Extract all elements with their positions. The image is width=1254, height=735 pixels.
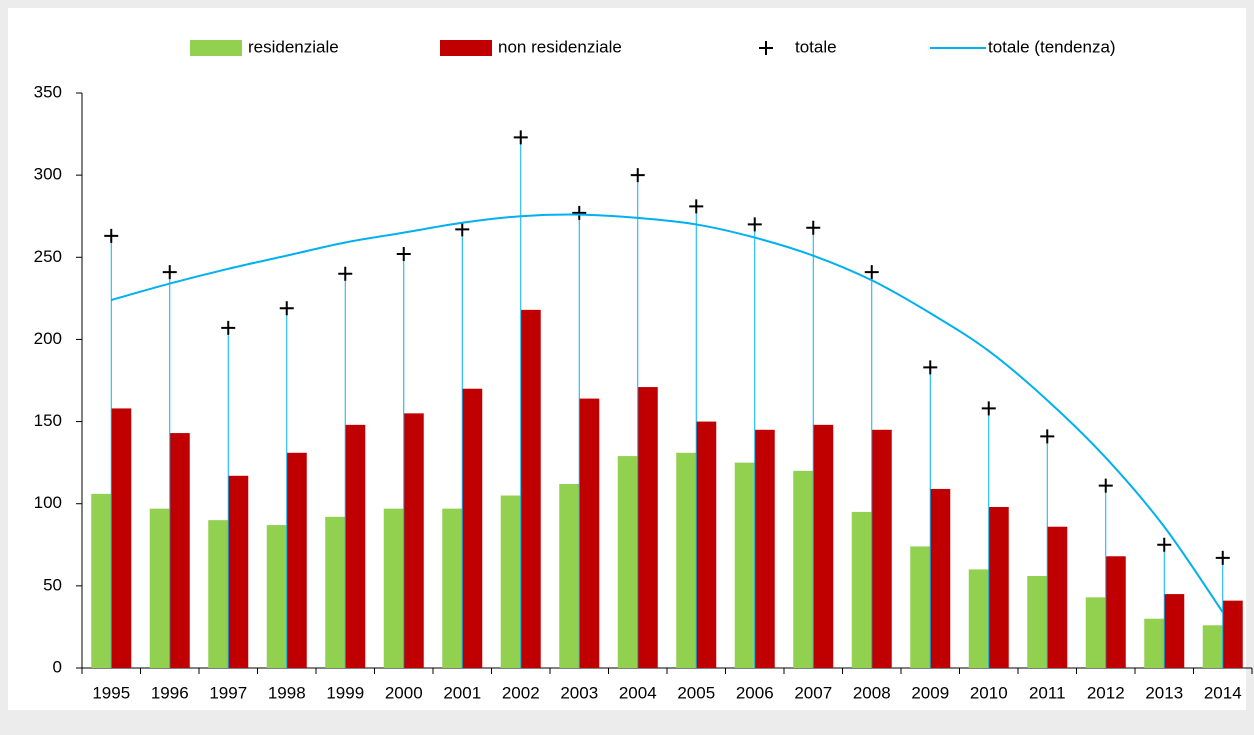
bar [734,462,755,668]
bar [871,429,892,668]
y-tick-label: 300 [34,165,62,184]
marker [455,222,470,237]
bar [1164,594,1185,668]
marker [572,205,587,220]
bar [696,421,717,668]
x-tick-label: 2012 [1087,683,1125,702]
bar [1105,556,1126,668]
bar [383,508,404,668]
bar [1144,618,1165,668]
y-tick-label: 150 [34,411,62,430]
marker [806,220,821,235]
x-tick-label: 2013 [1145,683,1183,702]
marker [689,199,704,214]
legend-swatch [759,41,773,55]
x-tick-label: 1999 [326,683,364,702]
marker [1098,478,1113,493]
x-tick-label: 2005 [677,683,715,702]
bar [910,546,931,668]
bar [559,484,580,668]
x-tick-label: 2000 [385,683,423,702]
marker [338,266,353,281]
y-tick-label: 250 [34,247,62,266]
bar [442,508,463,668]
bar [1027,576,1048,668]
x-tick-label: 1998 [268,683,306,702]
bar [91,493,112,668]
legend-swatch [190,40,242,56]
marker [923,360,938,375]
bar [676,452,697,668]
x-tick-label: 1996 [151,683,189,702]
x-tick-label: 2009 [911,683,949,702]
legend-label: non residenziale [498,37,622,56]
bar [345,424,366,668]
marker [630,168,645,183]
marker [981,401,996,416]
bar [793,470,814,668]
x-tick-label: 2001 [443,683,481,702]
x-tick-label: 2011 [1029,683,1066,702]
bar [637,387,658,668]
y-tick-label: 100 [34,493,62,512]
legend-label: residenziale [248,37,339,56]
bar [1047,526,1068,668]
bar [579,398,600,668]
x-tick-label: 2010 [970,683,1008,702]
bar [462,388,483,668]
bar [403,413,424,668]
x-tick-label: 1995 [92,683,130,702]
bar [930,488,951,668]
bar [228,475,249,668]
bar [266,525,287,668]
legend-label: totale (tendenza) [988,37,1116,56]
bar [111,408,132,668]
marker [1215,550,1230,565]
marker [1040,429,1055,444]
x-tick-label: 2007 [794,683,832,702]
marker [162,265,177,280]
legend-swatch [440,40,492,56]
marker [513,130,528,145]
x-tick-label: 1997 [209,683,247,702]
legend-label: totale [795,37,837,56]
bar [851,511,872,668]
bar [1222,600,1243,668]
bar [617,456,638,668]
marker [221,320,236,335]
bar [988,507,1009,668]
bar [208,520,229,668]
bar [754,429,775,668]
y-tick-label: 350 [34,82,62,101]
bar [968,569,989,668]
marker [864,265,879,280]
bar [520,309,541,668]
marker [279,301,294,316]
marker [1157,537,1172,552]
marker [396,247,411,261]
x-tick-label: 2002 [502,683,540,702]
bar [149,508,170,668]
marker [104,228,119,243]
bar [500,495,521,668]
bar [813,424,834,668]
x-tick-label: 2003 [560,683,598,702]
bar [169,433,190,668]
marker [747,217,762,232]
bar [325,516,346,668]
y-tick-label: 0 [53,657,62,676]
x-tick-label: 2006 [736,683,774,702]
x-tick-label: 2014 [1204,683,1242,702]
bar [1085,597,1106,668]
x-tick-label: 2008 [853,683,891,702]
y-tick-label: 200 [34,329,62,348]
bar [286,452,307,668]
y-tick-label: 50 [43,575,62,594]
bar [1202,625,1223,668]
x-tick-label: 2004 [619,683,657,702]
trend-line [110,213,1224,613]
